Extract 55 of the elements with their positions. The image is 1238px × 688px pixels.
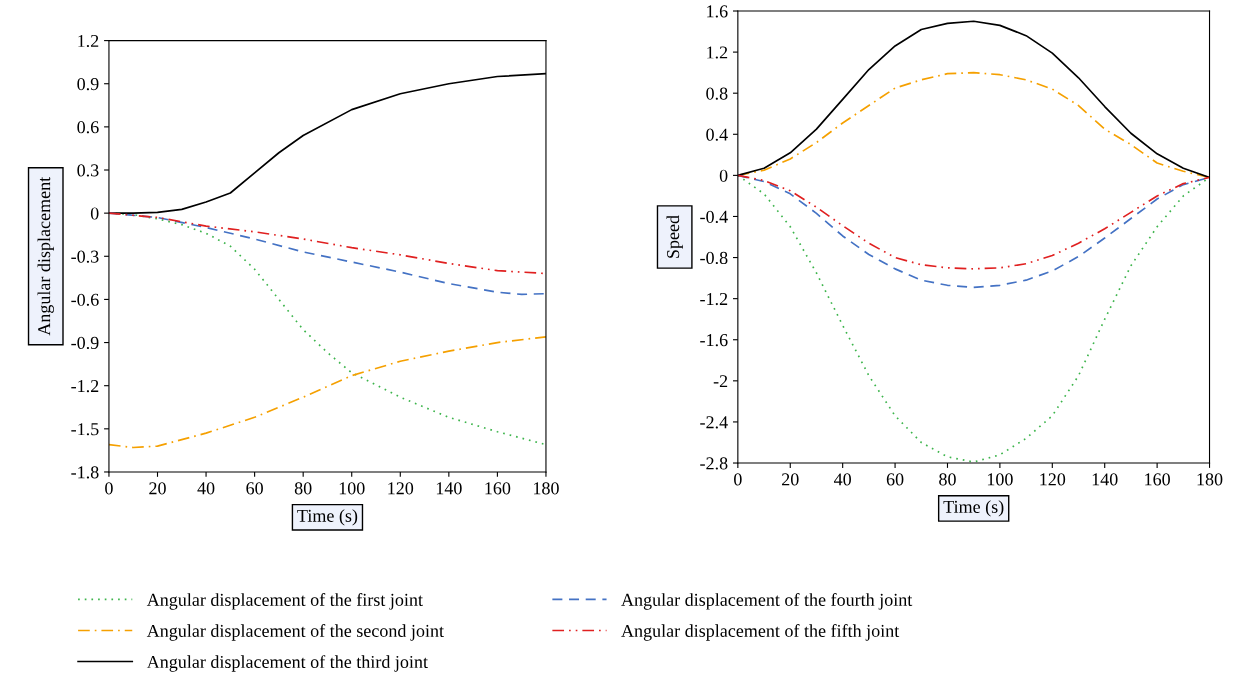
legend-label: Angular displacement of the first joint xyxy=(146,593,423,610)
y-tick-label: -1.8 xyxy=(71,466,99,479)
legend-label: Angular displacement of the second joint xyxy=(146,624,444,641)
x-tick-label: 80 xyxy=(294,482,312,495)
x-tick-label: 40 xyxy=(197,482,215,495)
legend-label: Angular displacement of the fourth joint xyxy=(621,593,913,610)
y-tick-label: -0.4 xyxy=(700,210,728,223)
x-tick-label: 100 xyxy=(339,482,365,495)
y-tick-label: -0.8 xyxy=(700,251,728,265)
legend-label: Angular displacement of the third joint xyxy=(146,655,428,672)
y-tick-label: 0.3 xyxy=(77,164,99,177)
x-tick-label: 180 xyxy=(1197,473,1223,486)
x-tick-label: 0 xyxy=(734,473,742,486)
y-tick-label: -0.3 xyxy=(71,250,99,263)
x-tick-label: 120 xyxy=(388,482,414,495)
y-tick-label: 1.6 xyxy=(707,5,728,18)
legend-label: Angular displacement of the fifth joint xyxy=(621,624,900,641)
line-series xyxy=(108,335,546,449)
y-tick-label: -0.6 xyxy=(71,293,99,306)
x-tick-label: 40 xyxy=(833,473,851,486)
x-tick-label: 120 xyxy=(1040,473,1066,486)
x-tick-label: 160 xyxy=(485,482,511,495)
x-tick-label: 20 xyxy=(782,473,799,486)
x-axis-title: Time (s) xyxy=(943,500,1004,517)
x-tick-label: 180 xyxy=(534,482,559,495)
x-tick-label: 160 xyxy=(1145,473,1170,486)
y-tick-label: 0 xyxy=(719,169,728,182)
y-tick-label: -1.5 xyxy=(71,423,99,436)
y-axis-title: Angular displacement xyxy=(37,176,54,336)
y-tick-label: 0.8 xyxy=(706,87,728,100)
x-tick-label: 140 xyxy=(436,482,462,495)
y-tick-label: -0.9 xyxy=(71,336,99,350)
x-tick-label: 0 xyxy=(105,482,113,495)
y-tick-label: -2.8 xyxy=(700,457,728,470)
x-tick-label: 60 xyxy=(246,482,263,495)
x-tick-label: 100 xyxy=(987,473,1013,486)
y-tick-label: 1.2 xyxy=(707,46,728,59)
y-tick-label: -2.4 xyxy=(700,416,728,429)
y-tick-label: 0 xyxy=(90,207,99,220)
y-tick-label: 0.6 xyxy=(77,121,99,134)
x-tick-label: 20 xyxy=(149,482,166,495)
line-series xyxy=(108,212,546,275)
y-tick-label: -2 xyxy=(713,375,728,388)
y-tick-label: 1.2 xyxy=(78,34,99,48)
line-series xyxy=(737,174,1210,270)
x-tick-label: 60 xyxy=(886,473,904,486)
y-tick-label: -1.6 xyxy=(700,334,728,347)
x-axis-title: Time (s) xyxy=(297,509,358,526)
y-tick-label: 0.4 xyxy=(706,128,728,141)
x-tick-label: 80 xyxy=(939,473,956,486)
y-axis-title: Speed xyxy=(666,215,683,258)
y-tick-label: -1.2 xyxy=(71,380,99,393)
x-tick-label: 140 xyxy=(1092,473,1118,486)
y-tick-label: 0.9 xyxy=(77,77,99,91)
y-tick-label: -1.2 xyxy=(700,292,728,306)
